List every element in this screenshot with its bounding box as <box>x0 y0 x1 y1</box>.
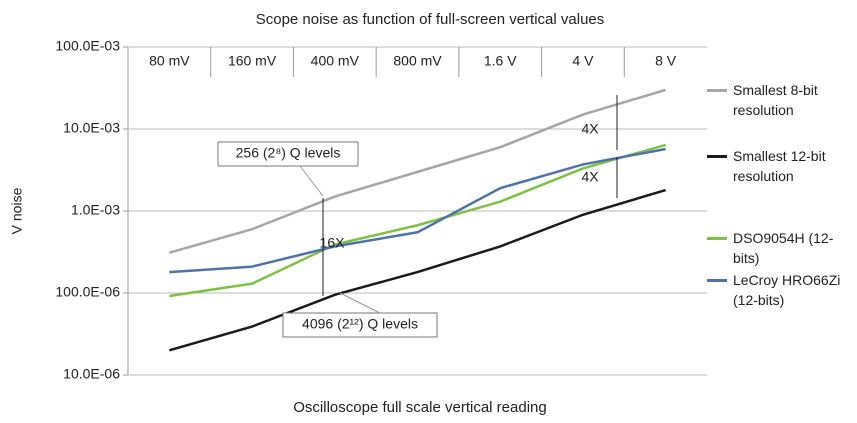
x-tick-label: 1.6 V <box>484 53 517 69</box>
annotation-box <box>217 141 359 167</box>
legend-entry: DSO9054H (12-bits) <box>707 228 855 268</box>
leader <box>299 165 324 197</box>
x-tick-label: 8 V <box>655 53 677 69</box>
annotation-box <box>282 312 438 338</box>
x-tick-label: 80 mV <box>149 53 190 69</box>
x-tick-label: 800 mV <box>393 53 442 69</box>
legend-swatch <box>707 155 727 158</box>
annotation: 4X <box>581 169 599 185</box>
legend-swatch <box>707 89 727 92</box>
legend-entry: LeCroy HRO66Zi (12-bits) <box>707 270 855 310</box>
chart-title: Scope noise as function of full-screen v… <box>256 11 605 28</box>
y-tick-label: 10.0E-06 <box>63 366 120 382</box>
y-tick-label: 1.0E-03 <box>71 202 120 218</box>
x-tick-label: 400 mV <box>311 53 360 69</box>
annotation: 4096 (2¹²) Q levels <box>302 316 418 332</box>
legend-entry: Smallest 8-bit resolution <box>707 80 855 120</box>
series-line <box>169 188 667 352</box>
annotation: 4X <box>581 121 599 137</box>
y-tick-label: 100.0E-06 <box>55 284 120 300</box>
legend-entry: Smallest 12-bit resolution <box>707 146 855 186</box>
series-line <box>169 147 666 274</box>
legend-label: Smallest 8-bit resolution <box>733 82 818 118</box>
annotation: 256 (2⁸) Q levels <box>236 145 341 161</box>
legend-label: LeCroy HRO66Zi (12-bits) <box>733 272 841 308</box>
legend-label: Smallest 12-bit resolution <box>733 148 826 184</box>
x-tick-label: 4 V <box>572 53 594 69</box>
legend-label: DSO9054H (12-bits) <box>733 230 834 266</box>
annotation: 16X <box>320 235 346 251</box>
series-line <box>169 143 666 298</box>
x-tick-label: 160 mV <box>228 53 277 69</box>
y-tick-label: 10.0E-03 <box>63 120 120 136</box>
legend-swatch <box>707 237 727 240</box>
y-tick-label: 100.0E-03 <box>55 38 120 54</box>
series-line <box>169 88 667 254</box>
legend-swatch <box>707 279 727 282</box>
x-axis-label: Oscilloscope full scale vertical reading <box>293 399 546 416</box>
y-axis-label: V noise <box>9 187 25 234</box>
leader <box>339 292 381 314</box>
